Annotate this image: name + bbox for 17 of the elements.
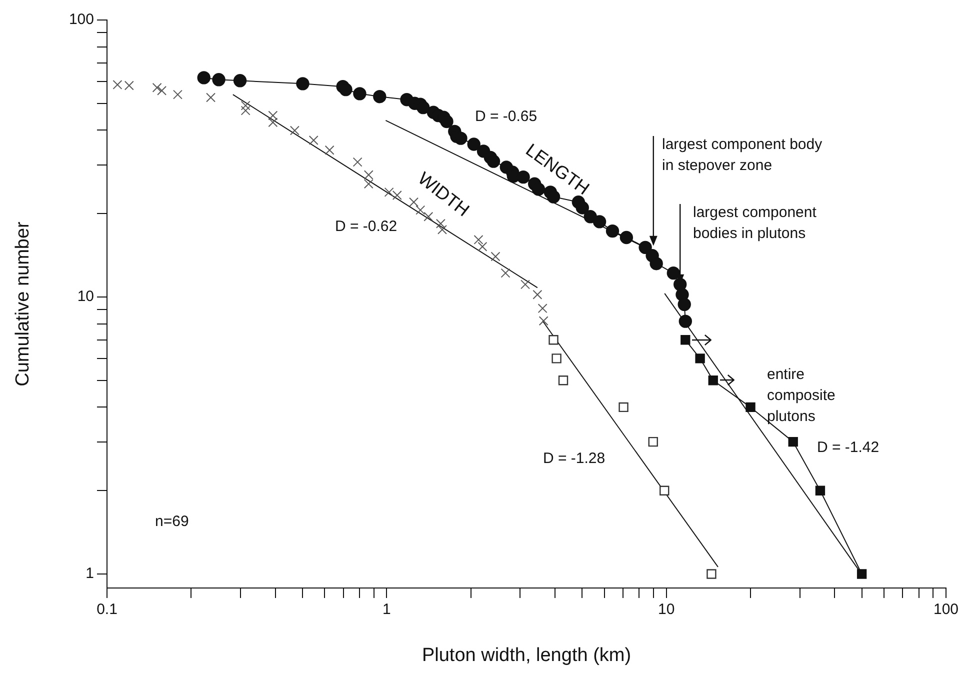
x-tick-label: 100 [933, 601, 959, 618]
annotation: D = -0.65 [475, 108, 538, 126]
y-tick-label: 1 [86, 565, 94, 582]
y-tick-label: 10 [77, 288, 94, 306]
y-axis-title: Cumulative number [12, 220, 34, 386]
x-tick-label: 0.1 [96, 601, 118, 618]
annotation: D = -0.62 [335, 218, 398, 236]
annotation: n=69 [155, 513, 189, 530]
x-tick-label: 1 [382, 601, 391, 618]
annotation: largest component body in stepover zone [662, 136, 823, 174]
y-tick-label: 100 [68, 11, 94, 28]
x-axis-title: Pluton width, length (km) [422, 644, 632, 666]
x-tick-label: 10 [658, 601, 675, 618]
annotation: D = -1.42 [817, 439, 880, 456]
annotation: D = -1.28 [543, 450, 606, 468]
annotation: entire composite plutons [767, 366, 836, 426]
annotation: largest component bodies in plutons [693, 204, 818, 242]
